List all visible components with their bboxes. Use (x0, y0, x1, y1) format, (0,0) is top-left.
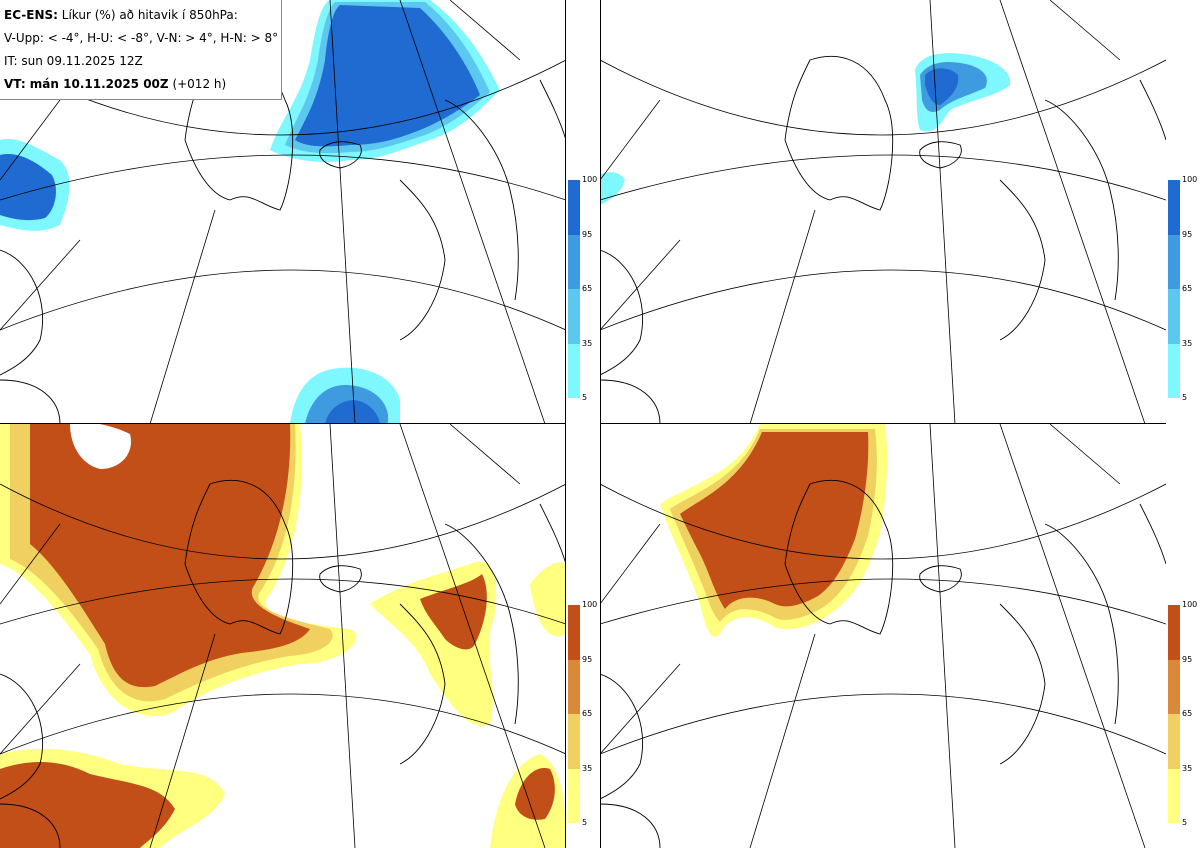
graticule (0, 424, 566, 848)
prob-area-cold-3 (295, 5, 480, 147)
colorbar-warm-8: 100 95 65 35 5 (1166, 601, 1197, 845)
graticule (600, 0, 1166, 424)
colorbar-tick-label: 35 (1182, 763, 1193, 773)
colorbar-tick-label: 100 (582, 175, 598, 184)
coastlines (600, 480, 1166, 848)
colorbar-tick-label: 65 (582, 284, 593, 293)
colorbar-tick-label: 5 (582, 818, 588, 827)
colorbar-tick-label: 65 (582, 709, 593, 718)
graticule (600, 424, 1166, 848)
colorbar-segment (1168, 714, 1180, 769)
colorbar-segment (568, 180, 580, 235)
legend-model: EC-ENS: (4, 8, 58, 22)
colorbar-tick-label: 95 (1182, 654, 1193, 664)
coastlines (0, 56, 566, 424)
prob-area-warm-10 (530, 562, 566, 637)
map-panel-cold-8 (600, 0, 1166, 424)
colorbar-segment (568, 605, 580, 660)
colorbar-tick-label: 35 (582, 338, 593, 348)
map-warm-8 (600, 424, 1166, 848)
map-cold-8 (600, 0, 1166, 424)
colorbar-segment (1168, 768, 1180, 823)
colorbar-tick-label: 65 (1182, 709, 1193, 718)
colorbar-tick-label: 5 (1182, 393, 1188, 402)
colorbar-segment (568, 234, 580, 289)
colorbar-segment (568, 714, 580, 769)
colorbar-tick-label: 35 (1182, 338, 1193, 348)
map-cold-4 (0, 0, 566, 424)
colorbar-segment (1168, 659, 1180, 714)
colorbar-segment (1168, 180, 1180, 235)
legend-lead: (+012 h) (172, 77, 227, 91)
prob-area-warm-11 (70, 424, 131, 469)
colorbar-tick-label: 95 (582, 654, 593, 664)
legend-thresholds: V-Upp: < -4°, H-U: < -8°, V-N: > 4°, H-N… (4, 31, 279, 45)
prob-area-cold-8 (325, 400, 380, 424)
panel-divider (565, 0, 566, 848)
colorbar-segment (568, 289, 580, 344)
map-panel-cold-4: EC-ENS: Líkur (%) að hitavik í 850hPa: V… (0, 0, 566, 424)
map-warm-4 (0, 424, 566, 848)
colorbar-segment (1168, 234, 1180, 289)
prob-area-cold-11 (925, 68, 959, 105)
colorbar-tick-label: 100 (1182, 175, 1198, 184)
panel-divider (600, 423, 1166, 424)
colorbar-tick-label: 95 (582, 229, 593, 239)
colorbar-tick-label: 100 (1182, 600, 1198, 609)
colorbar-tick-label: 65 (1182, 284, 1193, 293)
prob-area-warm-9 (515, 768, 555, 820)
map-panel-warm-4 (0, 424, 566, 848)
prob-area-warm-5 (0, 762, 175, 848)
colorbar-segment (568, 659, 580, 714)
prob-area-warm-7 (420, 574, 487, 650)
colorbar-tick-label: 100 (582, 600, 598, 609)
legend-valid-time: VT: mán 10.11.2025 00Z (4, 77, 169, 91)
colorbar-warm-4: 100 95 65 35 5 (566, 601, 597, 845)
colorbar-segment (1168, 605, 1180, 660)
map-panel-warm-8 (600, 424, 1166, 848)
colorbar-tick-label: 95 (1182, 229, 1193, 239)
colorbar-segment (568, 343, 580, 398)
colorbar-tick-label: 35 (582, 763, 593, 773)
colorbar-segment (1168, 289, 1180, 344)
colorbar-segment (568, 768, 580, 823)
colorbar-cold-4: 100 95 65 35 5 (566, 176, 597, 420)
legend-init-time: IT: sun 09.11.2025 12Z (4, 54, 143, 68)
legend-box: EC-ENS: Líkur (%) að hitavik í 850hPa: V… (0, 0, 282, 100)
legend-title: Líkur (%) að hitavik í 850hPa: (61, 8, 238, 22)
prob-area-cold-5 (0, 154, 56, 221)
colorbar-tick-label: 5 (582, 393, 588, 402)
panel-divider (600, 0, 601, 848)
prob-area-cold-12 (600, 172, 625, 205)
prob-area-warm-14 (680, 432, 869, 609)
colorbar-segment (1168, 343, 1180, 398)
prob-area-warm-3 (30, 424, 310, 688)
colorbar-cold-8: 100 95 65 35 5 (1166, 176, 1197, 420)
colorbar-tick-label: 5 (1182, 818, 1188, 827)
coastlines (600, 56, 1166, 424)
panel-divider (0, 423, 566, 424)
coastlines (0, 480, 566, 848)
